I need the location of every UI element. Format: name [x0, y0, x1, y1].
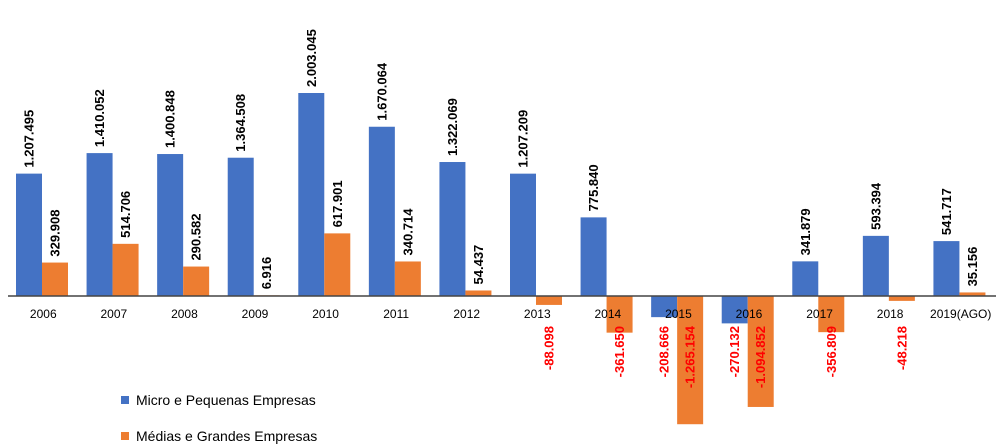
bar-medias-2014: [606, 296, 633, 333]
bar-medias-2015: [677, 296, 704, 425]
legend-swatch-micro: [121, 396, 129, 404]
x-tick-2017: 2017: [806, 307, 833, 321]
bar-micro-2019(AGO): [933, 241, 960, 296]
bar-micro-2008: [157, 154, 184, 296]
data-label-medias-2015: -1.265.154: [683, 325, 698, 388]
x-tick-labels: 2006 2007 2008 2009 2010 2011 2012 2013 2014 2015…: [30, 307, 991, 321]
data-label-micro-2017: 341.879: [798, 208, 813, 255]
x-tick-2006: 2006: [30, 307, 57, 321]
data-label-micro-2015: -208.666: [657, 326, 672, 377]
data-label-medias-2013: -88.098: [542, 326, 557, 370]
bar-medias-2018: [888, 296, 915, 301]
data-label-micro-2006: 1.207.495: [22, 110, 37, 168]
x-tick-2007: 2007: [101, 307, 128, 321]
legend-swatch-medias: [121, 432, 129, 440]
data-label-micro-2009: 1.364.508: [233, 94, 248, 152]
bar-medias-2016: [747, 296, 774, 407]
bar-medias-2017: [818, 296, 845, 333]
x-tick-2011: 2011: [383, 307, 409, 321]
x-tick-2014: 2014: [595, 307, 622, 321]
data-label-micro-2008: 1.400.848: [163, 90, 178, 148]
bar-medias-2012: [465, 290, 492, 296]
data-label-micro-2007: 1.410.052: [92, 89, 107, 147]
x-tick-2010: 2010: [312, 307, 339, 321]
data-label-micro-2010: 2.003.045: [304, 29, 319, 87]
bar-medias-2011: [394, 261, 421, 296]
legend: Micro e Pequenas Empresas Médias e Grand…: [121, 392, 317, 444]
bar-medias-2006: [42, 262, 68, 296]
data-label-micro-2019(AGO): 541.717: [939, 188, 954, 235]
bar-medias-2007: [112, 243, 139, 296]
data-label-medias-2009: 6.916: [259, 257, 274, 290]
bar-micro-2014: [580, 217, 607, 296]
data-label-medias-2012: 54.437: [471, 245, 486, 285]
bar-medias-2019(AGO): [959, 292, 986, 296]
bar-micro-2017: [792, 261, 819, 296]
bar-medias-2010: [324, 233, 351, 296]
data-label-medias-2006: 329.908: [48, 210, 63, 257]
bar-micro-2013: [510, 173, 536, 296]
data-label-micro-2011: 1.670.064: [374, 62, 389, 121]
x-tick-2018: 2018: [877, 307, 904, 321]
bar-micro-2007: [86, 153, 113, 296]
bars-group: [16, 93, 986, 425]
data-label-micro-2016: -270.132: [727, 326, 742, 377]
bar-micro-2016: [721, 296, 748, 324]
data-labels: 1.207.495 329.908 1.410.052 514.706 1.400.84…: [22, 29, 980, 388]
x-tick-2016: 2016: [736, 307, 763, 321]
data-label-medias-2010: 617.901: [330, 180, 345, 227]
legend-label-micro: Micro e Pequenas Empresas: [136, 392, 316, 408]
data-label-medias-2007: 514.706: [118, 191, 133, 238]
x-tick-2019(AGO): 2019(AGO): [930, 307, 991, 321]
bar-micro-2009: [227, 157, 254, 296]
data-label-micro-2013: 1.207.209: [516, 110, 531, 168]
data-label-micro-2012: 1.322.069: [445, 98, 460, 156]
data-label-micro-2018: 593.394: [868, 182, 883, 230]
data-label-micro-2014: 775.840: [586, 164, 601, 211]
data-label-medias-2014: -361.650: [612, 326, 627, 377]
data-label-medias-2011: 340.714: [400, 208, 415, 256]
bar-micro-2011: [368, 126, 395, 297]
bar-micro-2010: [298, 93, 325, 296]
data-label-medias-2018: -48.218: [894, 326, 909, 370]
bar-medias-2008: [183, 266, 210, 296]
bar-micro-2006: [16, 173, 42, 296]
x-tick-2015: 2015: [665, 307, 692, 321]
data-label-medias-2017: -356.809: [824, 326, 839, 377]
legend-label-medias: Médias e Grandes Empresas: [136, 428, 317, 444]
x-tick-2013: 2013: [524, 307, 551, 321]
data-label-medias-2016: -1.094.852: [753, 326, 768, 388]
x-tick-2008: 2008: [171, 307, 198, 321]
data-label-medias-2008: 290.582: [189, 214, 204, 261]
bar-micro-2012: [439, 162, 466, 296]
bar-micro-2018: [862, 235, 889, 296]
bar-micro-2015: [651, 296, 678, 318]
x-tick-2012: 2012: [453, 307, 480, 321]
data-label-medias-2019(AGO): 35.156: [965, 247, 980, 287]
bar-medias-2013: [536, 296, 562, 305]
x-tick-2009: 2009: [242, 307, 269, 321]
